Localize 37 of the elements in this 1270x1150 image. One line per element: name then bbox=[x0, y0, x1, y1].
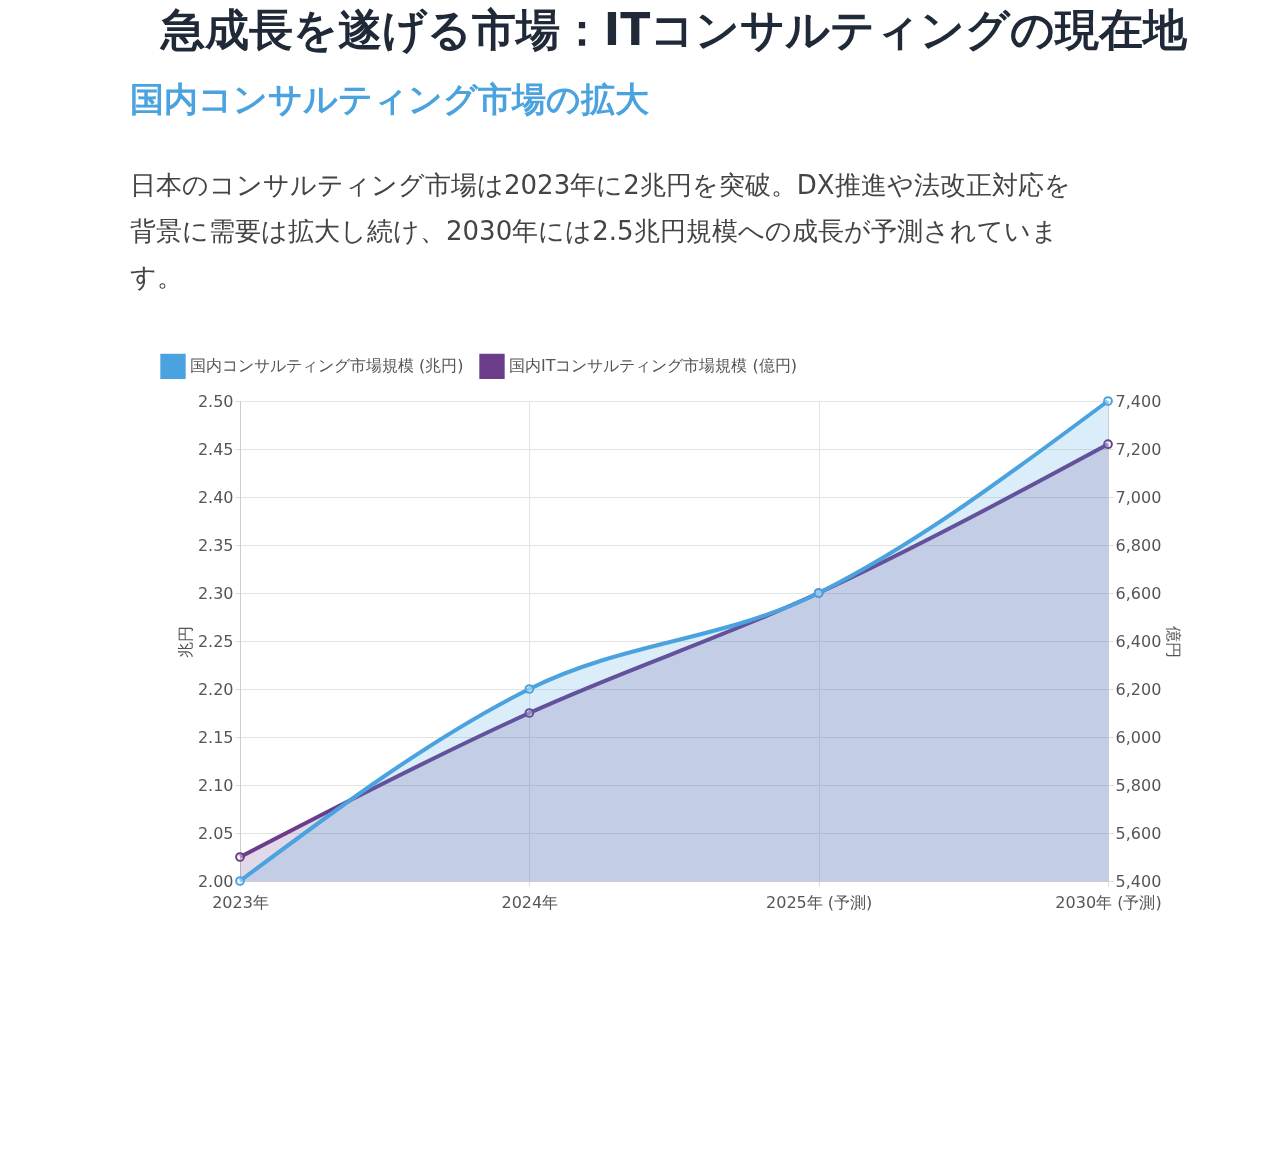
y2-tick-label: 6,400 bbox=[1115, 631, 1162, 651]
point bbox=[524, 684, 535, 694]
y2-tick-label: 5,600 bbox=[1115, 823, 1162, 843]
y-tick-label: 2.50 bbox=[197, 391, 234, 411]
y-tick-label: 2.10 bbox=[197, 775, 234, 795]
y-tick-label: 2.30 bbox=[197, 583, 234, 603]
text: 日本のコンサルティング市場は2023年に2兆円を突破。DX推進や法改正対応を背景に需要は拡大し続け、2030年には2.5兆円規模への成長が予測されています。 bbox=[130, 170, 1071, 292]
y-tick-label: 2.05 bbox=[197, 823, 234, 843]
y2-tick-label: 6,200 bbox=[1115, 679, 1162, 699]
point bbox=[235, 852, 245, 862]
y2-tick-label: 6,800 bbox=[1115, 535, 1162, 555]
point bbox=[235, 876, 245, 886]
y-tick-label: 2.15 bbox=[197, 727, 234, 747]
y2-tick-label: 7,000 bbox=[1115, 487, 1162, 507]
y2-tick-label: 5,400 bbox=[1115, 871, 1162, 891]
x-tick-label: 2025年 (予測) bbox=[766, 892, 873, 912]
y2-tick-label: 7,400 bbox=[1115, 391, 1162, 411]
y2-tick-label: 7,200 bbox=[1115, 439, 1162, 459]
y-tick-label: 2.40 bbox=[197, 487, 234, 507]
y-tick-label: 2.25 bbox=[197, 631, 234, 651]
legend-label: 国内コンサルティング市場規模 (兆円) bbox=[190, 356, 464, 376]
y-tick-label: 2.20 bbox=[197, 679, 234, 699]
y-tick-label: 2.35 bbox=[197, 535, 234, 555]
x-tick-label: 2023年 bbox=[212, 892, 269, 912]
y2-tick-label: 6,600 bbox=[1115, 583, 1162, 603]
point bbox=[1103, 396, 1113, 406]
legend-label: 国内ITコンサルティング市場規模 (億円) bbox=[509, 356, 798, 376]
y-tick-label: 2.00 bbox=[197, 871, 234, 891]
y2-axis-title: 億円 bbox=[1164, 625, 1184, 658]
chart-subtitle: 国内コンサルティング市場の拡大 bbox=[130, 79, 649, 119]
y2-tick-label: 5,800 bbox=[1115, 775, 1162, 795]
y2-tick-label: 6,000 bbox=[1115, 727, 1162, 747]
chart-title: 急成長を遂げる市場：ITコンサルティングの現在地 bbox=[158, 4, 1189, 55]
y-tick-label: 2.45 bbox=[197, 439, 234, 459]
x-tick-label: 2030年 (予測) bbox=[1055, 892, 1162, 912]
y-axis-title: 兆円 bbox=[175, 625, 195, 658]
x-tick-label: 2024年 bbox=[501, 892, 559, 912]
